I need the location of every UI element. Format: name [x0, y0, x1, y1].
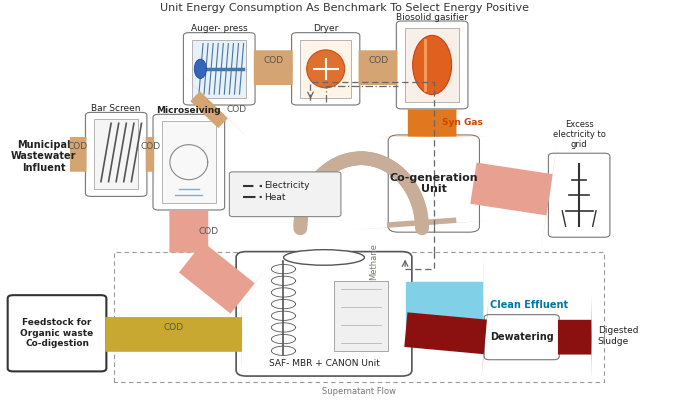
FancyBboxPatch shape [184, 33, 255, 105]
Ellipse shape [284, 250, 364, 265]
Text: Supernatant Flow: Supernatant Flow [322, 386, 396, 395]
Text: COD: COD [199, 226, 219, 235]
Text: COD: COD [164, 323, 184, 332]
Text: Microseiving: Microseiving [156, 106, 221, 115]
FancyBboxPatch shape [405, 28, 459, 102]
Text: Auger- press: Auger- press [191, 24, 247, 33]
FancyBboxPatch shape [153, 114, 225, 210]
Text: Dryer: Dryer [313, 24, 338, 33]
FancyBboxPatch shape [86, 112, 147, 196]
Text: Excess
electricity to
grid: Excess electricity to grid [553, 120, 606, 149]
Text: Feedstock for
Organic waste
Co-digestion: Feedstock for Organic waste Co-digestion [21, 318, 94, 348]
FancyBboxPatch shape [334, 281, 388, 351]
FancyBboxPatch shape [229, 172, 341, 217]
Text: Heat: Heat [264, 193, 286, 202]
Text: Methane: Methane [369, 243, 378, 280]
FancyBboxPatch shape [484, 315, 559, 360]
Ellipse shape [307, 50, 345, 88]
Text: Dewatering: Dewatering [490, 332, 553, 342]
Text: Co-generation
Unit: Co-generation Unit [390, 173, 478, 194]
FancyBboxPatch shape [8, 295, 106, 371]
FancyBboxPatch shape [397, 21, 468, 109]
FancyBboxPatch shape [192, 40, 247, 98]
FancyBboxPatch shape [162, 121, 216, 203]
Text: Clean Effluent: Clean Effluent [490, 300, 568, 310]
Text: COD: COD [263, 56, 284, 65]
FancyBboxPatch shape [236, 252, 412, 376]
FancyBboxPatch shape [292, 33, 360, 105]
FancyBboxPatch shape [300, 40, 351, 98]
Text: Municipal
Wastewater
Influent: Municipal Wastewater Influent [11, 140, 76, 173]
Text: Biosolid gasifier: Biosolid gasifier [396, 13, 468, 22]
Ellipse shape [195, 59, 206, 79]
Text: COD: COD [227, 105, 247, 114]
Text: Bar Screen: Bar Screen [91, 104, 141, 113]
Title: Unit Energy Consumption As Benchmark To Select Energy Positive: Unit Energy Consumption As Benchmark To … [160, 3, 529, 13]
Ellipse shape [412, 35, 451, 95]
FancyBboxPatch shape [549, 153, 610, 237]
Text: COD: COD [140, 142, 160, 151]
Text: COD: COD [368, 56, 388, 65]
Text: SAF- MBR + CANON Unit: SAF- MBR + CANON Unit [269, 359, 379, 368]
Text: COD: COD [68, 142, 88, 151]
Text: Syn Gas: Syn Gas [443, 118, 483, 127]
Text: Digested
Sludge: Digested Sludge [598, 326, 638, 346]
FancyBboxPatch shape [95, 120, 138, 189]
Text: Electricity: Electricity [264, 181, 310, 190]
FancyBboxPatch shape [388, 135, 480, 232]
